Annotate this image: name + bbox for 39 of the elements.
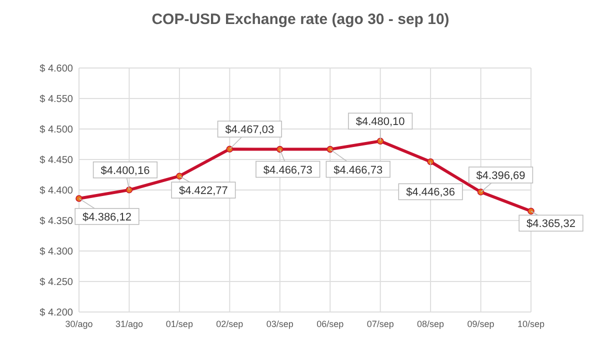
data-label: $4.365,32 <box>526 218 576 230</box>
point <box>76 195 82 202</box>
x-tick-label: 30/ago <box>65 319 93 329</box>
data-label: $4.422,77 <box>178 185 228 198</box>
x-tick-label: 06/sep <box>316 319 344 329</box>
x-tick-label: 07/sep <box>366 319 394 329</box>
data-label: $4.480,10 <box>356 116 405 128</box>
point <box>528 208 534 215</box>
point <box>477 188 484 196</box>
point <box>226 146 234 153</box>
data-label: $4.446,36 <box>406 186 456 199</box>
chart-title: COP-USD Exchange rate (ago 30 - sep 10) <box>152 11 450 28</box>
x-tick-label: 03/sep <box>266 319 294 329</box>
y-tick-label: $ 4.500 <box>40 124 74 136</box>
data-label: $4.396,69 <box>476 170 526 182</box>
y-tick-label: $ 4.450 <box>40 155 74 166</box>
y-tick-label: $ 4.350 <box>40 216 74 227</box>
data-label: $4.467,03 <box>225 124 274 136</box>
x-tick-label: 02/sep <box>216 319 244 329</box>
y-tick-label: $ 4.550 <box>40 94 74 105</box>
y-tick-label: $ 4.400 <box>40 186 74 196</box>
data-label: $4.386,12 <box>82 211 132 224</box>
y-tick-label: $ 4.300 <box>40 246 74 258</box>
data-label: $4.400,16 <box>100 164 150 177</box>
y-tick-label: $ 4.600 <box>40 64 74 74</box>
x-tick-label: 31/ago <box>115 319 143 329</box>
x-tick-label: 09/sep <box>467 319 494 329</box>
x-tick-label: 08/sep <box>417 319 444 329</box>
x-tick-label: 01/sep <box>166 319 193 329</box>
point <box>276 146 284 153</box>
data-label: $4.466,73 <box>334 164 383 176</box>
point <box>176 172 183 180</box>
x-tick-label: 10/sep <box>517 319 545 329</box>
point <box>126 186 133 194</box>
point <box>376 138 384 145</box>
data-label: $4.466,73 <box>263 164 312 176</box>
point <box>326 146 334 153</box>
y-tick-label: $ 4.200 <box>40 308 74 318</box>
y-tick-label: $ 4.250 <box>40 277 74 288</box>
